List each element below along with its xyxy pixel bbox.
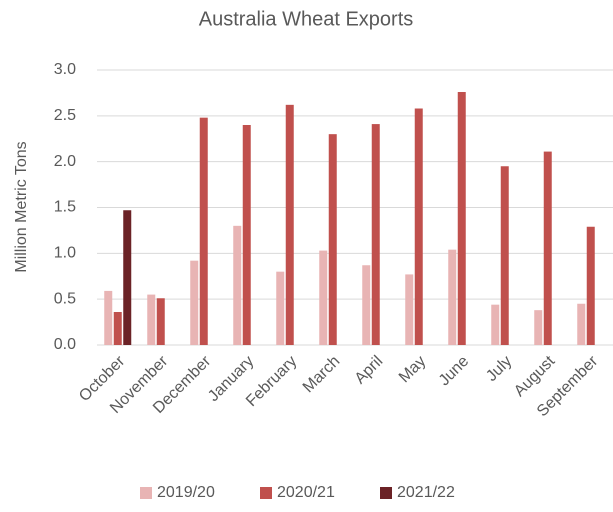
y-tick-label: 2.5 — [54, 107, 76, 124]
y-axis-label: Million Metric Tons — [13, 141, 30, 272]
legend-swatch — [260, 487, 272, 499]
bar — [242, 125, 251, 345]
y-tick-label: 1.5 — [54, 199, 76, 216]
legend-swatch — [140, 487, 152, 499]
bar — [190, 260, 199, 345]
bar — [577, 303, 586, 345]
bar — [543, 151, 552, 345]
bar — [319, 250, 328, 345]
x-tick-label: May — [396, 353, 429, 386]
legend-label: 2020/21 — [277, 484, 335, 501]
bar — [405, 274, 414, 345]
bar — [534, 310, 543, 345]
bar — [491, 304, 500, 345]
bar — [448, 249, 457, 345]
legend-label: 2019/20 — [157, 484, 215, 501]
legend-label: 2021/22 — [397, 484, 455, 501]
x-tick-label: June — [436, 353, 473, 390]
bar — [362, 265, 371, 345]
legend-swatch — [380, 487, 392, 499]
bar — [199, 117, 208, 346]
bar — [113, 312, 122, 345]
y-tick-label: 2.0 — [54, 153, 76, 170]
bar — [156, 298, 165, 345]
bar — [328, 134, 337, 345]
bar — [371, 124, 380, 345]
y-tick-label: 3.0 — [54, 61, 76, 78]
chart-title: Australia Wheat Exports — [199, 8, 414, 30]
bar — [233, 225, 242, 345]
y-tick-label: 1.0 — [54, 245, 76, 262]
y-tick-label: 0.5 — [54, 290, 76, 307]
bar — [123, 210, 132, 345]
bar — [586, 226, 595, 345]
bar — [500, 166, 509, 345]
bar — [414, 108, 423, 345]
bar — [104, 290, 113, 345]
bar — [276, 271, 285, 345]
x-tick-label: April — [352, 353, 387, 388]
y-tick-label: 0.0 — [54, 336, 76, 353]
bar — [147, 294, 156, 345]
x-tick-label: July — [483, 353, 515, 385]
bar — [285, 104, 294, 345]
x-tick-label: March — [300, 353, 343, 396]
bar — [457, 92, 466, 345]
